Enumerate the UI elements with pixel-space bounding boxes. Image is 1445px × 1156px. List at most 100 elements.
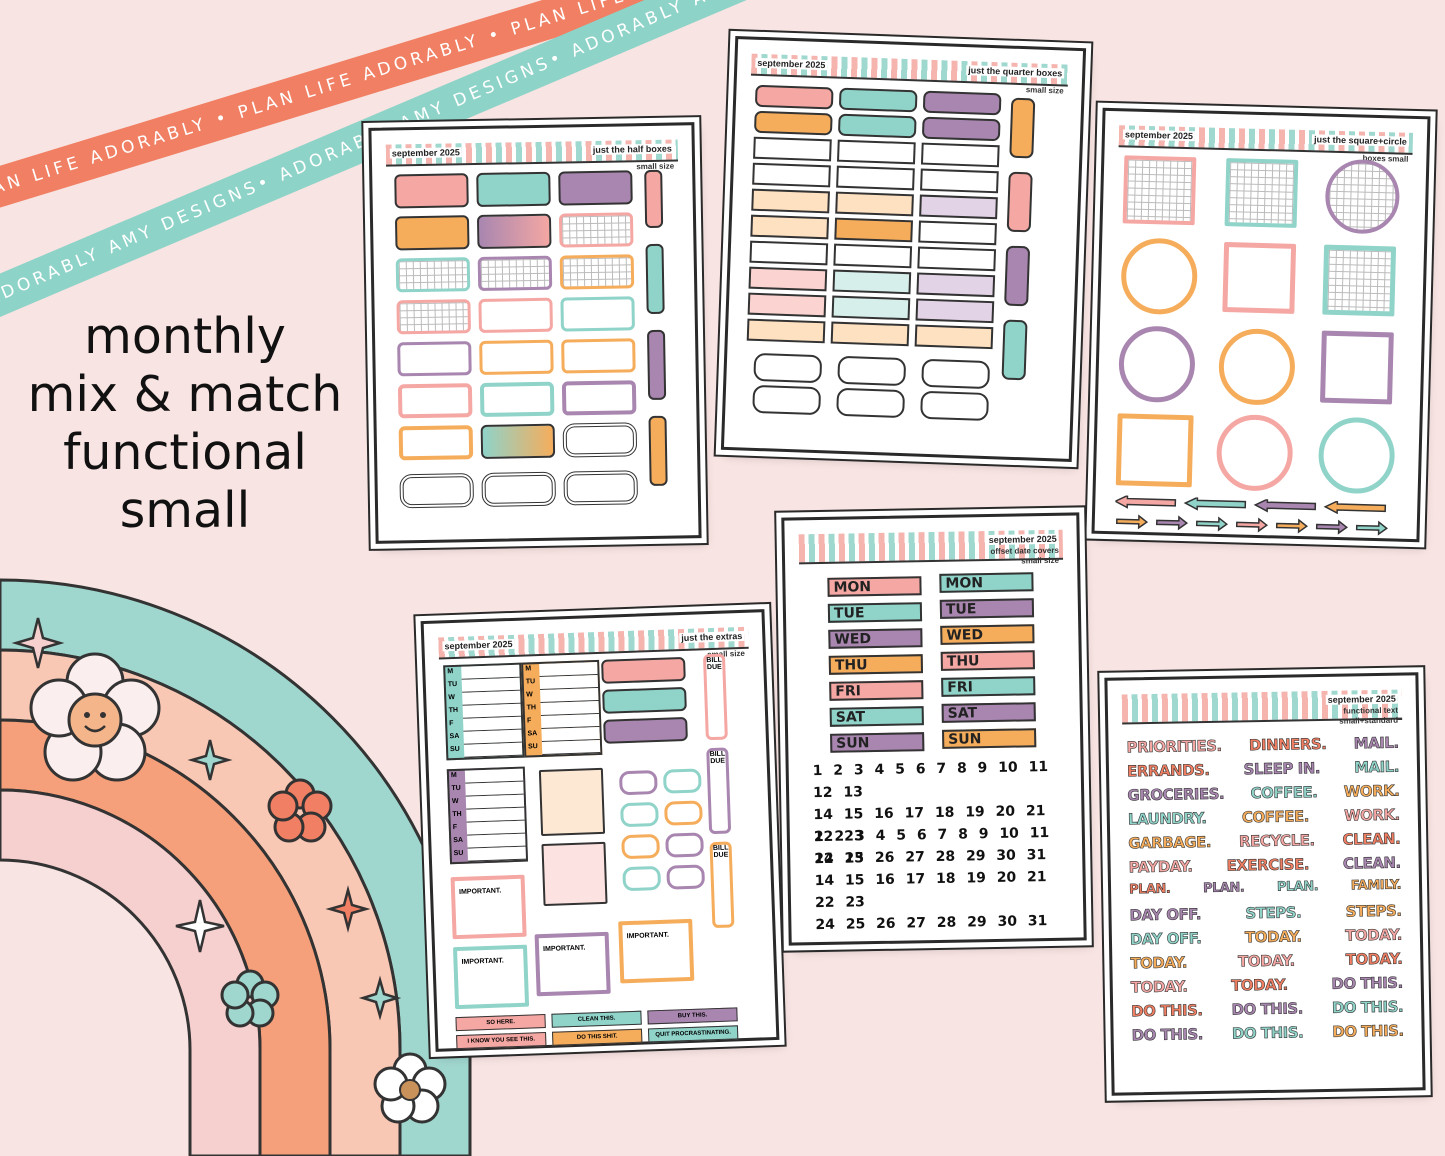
- smiley-flower-icon: [29, 652, 161, 782]
- square-box: [1222, 242, 1297, 314]
- weekly-day-label: SU: [449, 745, 460, 754]
- weekly-day-label: M: [447, 668, 454, 676]
- half-box: [479, 381, 555, 417]
- important-box: IMPORTANT.: [452, 944, 530, 1010]
- square-box: [1319, 330, 1394, 405]
- side-strip: [648, 415, 668, 487]
- half-box: [560, 296, 635, 332]
- headline-line-3: functional: [63, 424, 307, 481]
- weekly-day-row: SU: [454, 846, 526, 862]
- functional-word: DO THIS.: [1231, 999, 1303, 1019]
- weekly-day-label: W: [526, 691, 533, 699]
- weekly-day-label: TU: [525, 678, 536, 686]
- label-frame: [620, 801, 659, 828]
- headline-line-1: monthly: [84, 308, 286, 365]
- functional-word: COFFEE.: [1250, 783, 1318, 803]
- circle-box: [1117, 325, 1196, 404]
- functional-word: LAUNDRY.: [1127, 809, 1207, 829]
- sheet-month: september 2025: [1325, 693, 1398, 705]
- weekly-day-label: F: [452, 823, 458, 832]
- important-label: IMPORTANT.: [461, 957, 504, 966]
- word-row: DO THIS. DO THIS. DO THIS.: [1131, 1021, 1404, 1044]
- sheet-square-circle: september 2025 just the square+circle bo…: [1091, 107, 1431, 543]
- tracker-strip: [601, 656, 686, 684]
- sticky-note: [538, 767, 606, 837]
- word-row: GROCERIES. COFFEE. WORK.: [1127, 781, 1400, 804]
- functional-word: MAIL.: [1353, 733, 1399, 753]
- arrow-icons: [1114, 495, 1388, 536]
- circle-box: [1120, 237, 1199, 316]
- sheet-title: just the square+circle: [1311, 134, 1409, 147]
- word-row: DAY OFF. STEPS. STEPS.: [1129, 901, 1402, 924]
- sheet-size: small size: [1021, 555, 1060, 566]
- weekly-day-row: SU: [450, 742, 523, 758]
- label-frame: [665, 832, 704, 858]
- phrase-strip: CLEAN THIS.: [551, 1010, 642, 1028]
- functional-word: TODAY.: [1237, 951, 1296, 971]
- weekly-day-label: SA: [453, 836, 464, 845]
- day-cover: FRI: [941, 676, 1036, 697]
- rainbow-illustration: [0, 578, 472, 1156]
- tracker-strip: [602, 686, 687, 714]
- half-box: [398, 425, 474, 461]
- functional-word: COFFEE.: [1241, 807, 1309, 827]
- sheet-title: offset date covers: [990, 545, 1059, 556]
- day-cover: MON: [827, 576, 922, 597]
- circle-box: [1215, 413, 1294, 492]
- half-box: [559, 254, 635, 290]
- sheet-extras: september 2025 just the extras small siz…: [420, 609, 780, 1052]
- word-row: LAUNDRY. COFFEE. WORK.: [1127, 805, 1400, 829]
- sheet-month: september 2025: [1122, 129, 1196, 142]
- phrase-strip: SO HERE.: [455, 1014, 546, 1032]
- half-box: [396, 299, 471, 335]
- label-frame: [622, 865, 662, 892]
- bill-due-label: BILL DUE: [709, 750, 726, 766]
- square-box: [1115, 413, 1194, 488]
- functional-word: FAMILY.: [1350, 877, 1402, 894]
- sheet-month: september 2025: [389, 147, 462, 159]
- day-cover: SAT: [941, 702, 1036, 723]
- phrase-strip: QUIT PROCRASTINATING.: [647, 1025, 739, 1043]
- sheet-half-boxes: september 2025 just the half boxes small…: [368, 122, 702, 544]
- important-box: IMPORTANT.: [618, 918, 695, 984]
- sparkle-icon: [187, 739, 233, 781]
- label-frame: [621, 833, 660, 860]
- word-row: PAYDAY. EXERCISE. CLEAN.: [1128, 853, 1401, 876]
- word-row: ERRANDS. SLEEP IN. MAIL.: [1127, 757, 1400, 780]
- phrase-strips: SO HERE. CLEAN THIS. BUY THIS. I KNOW YOU S…: [455, 1007, 739, 1050]
- weekly-day-label: TH: [448, 706, 459, 715]
- functional-word: SLEEP IN.: [1243, 759, 1321, 779]
- weekly-day-label: W: [451, 797, 459, 806]
- side-strip: [646, 329, 667, 401]
- weekly-day-label: F: [449, 720, 454, 728]
- weekly-day-label: SU: [453, 849, 464, 858]
- sheet-header: september 2025 just the quarter boxes: [750, 53, 1069, 87]
- white-flower-icon: [373, 1052, 447, 1124]
- day-cover: FRI: [829, 680, 924, 701]
- sparkle-icon: [325, 885, 371, 933]
- weekly-day-label: SA: [527, 730, 538, 738]
- important-box: IMPORTANT.: [450, 874, 527, 940]
- functional-word: PLAN.: [1276, 879, 1319, 895]
- half-box: [558, 170, 633, 206]
- sheet-functional-text: september 2025 functional text small+sta…: [1104, 672, 1426, 1096]
- half-box: [477, 255, 553, 291]
- functional-word: DO THIS.: [1332, 1021, 1404, 1041]
- bill-due-strip: BILL DUE: [709, 841, 735, 929]
- bill-due-strip: BILL DUE: [702, 653, 728, 741]
- headline-line-4: small: [119, 482, 251, 539]
- half-box: [397, 383, 473, 419]
- sheet-month: september 2025: [755, 57, 828, 71]
- weekly-day-label: F: [527, 717, 532, 725]
- side-strip: [645, 243, 665, 315]
- label-frame: [399, 473, 475, 509]
- sheet-header: september 2025 just the extras: [438, 626, 749, 660]
- functional-word: DINNERS.: [1248, 734, 1327, 755]
- functional-word: DO THIS.: [1231, 1023, 1304, 1043]
- orange-flower-icon: [267, 778, 333, 843]
- date-row: 24 25 26 27 28 29 30 31: [815, 913, 1048, 934]
- important-label: IMPORTANT.: [626, 931, 670, 941]
- half-box: [395, 257, 471, 293]
- half-box: [479, 339, 554, 375]
- weekly-day-label: TH: [452, 810, 462, 819]
